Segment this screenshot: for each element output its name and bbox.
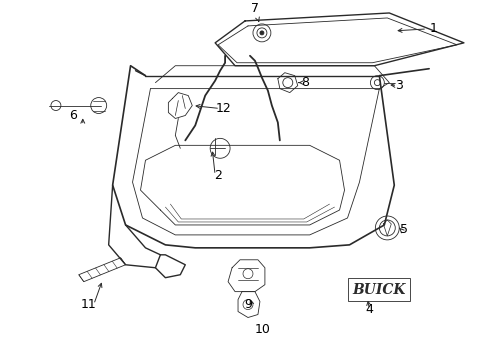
Text: 6: 6 [69,109,77,122]
Text: 3: 3 [395,79,403,92]
Text: 11: 11 [81,298,97,311]
Text: 7: 7 [251,3,259,15]
Text: 5: 5 [400,224,408,237]
Text: BUICK: BUICK [353,283,406,297]
Text: 12: 12 [215,102,231,115]
Circle shape [260,31,264,35]
Text: 8: 8 [301,76,309,89]
Text: 9: 9 [244,298,252,311]
Text: 2: 2 [214,169,222,182]
Text: 1: 1 [430,22,438,35]
Text: 4: 4 [366,303,373,316]
Text: 10: 10 [255,323,271,336]
